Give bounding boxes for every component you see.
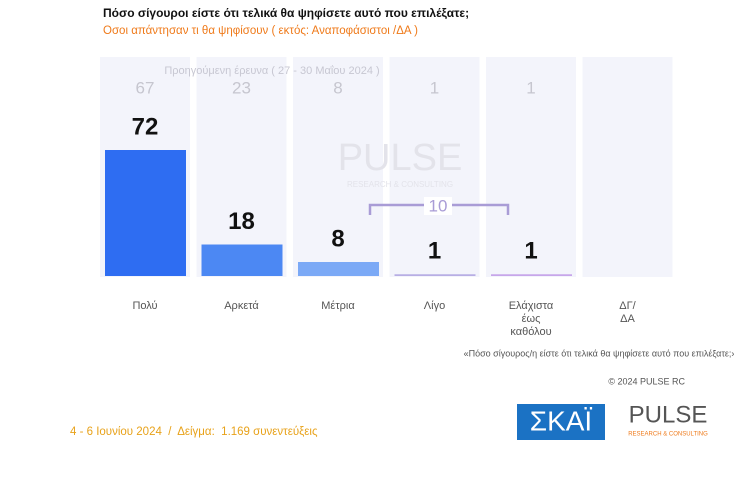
column-panel bbox=[486, 57, 576, 277]
x-tick-label: Πολύ bbox=[132, 300, 158, 312]
copyright: © 2024 PULSE RC bbox=[608, 376, 685, 386]
previous-value: 67 bbox=[136, 78, 155, 97]
value-label: 1 bbox=[428, 238, 441, 265]
bar bbox=[298, 262, 379, 276]
subtitle: Οσοι απάντησαν τι θα ψηφίσουν ( εκτός: Α… bbox=[103, 25, 418, 37]
question-note: «Πόσο σίγουρος/η είστε ότι τελικά θα ψηφ… bbox=[464, 348, 734, 358]
previous-value: 1 bbox=[526, 78, 535, 97]
x-tick-label: Ελάχιστα έως καθόλου bbox=[508, 300, 554, 338]
x-tick-label: Αρκετά bbox=[224, 300, 259, 312]
bar bbox=[491, 274, 572, 276]
title: Πόσο σίγουροι είστε ότι τελικά θα ψηφίσε… bbox=[103, 6, 470, 20]
value-label: 18 bbox=[228, 208, 255, 235]
annotation: 10 bbox=[429, 196, 448, 215]
x-tick-label: Λίγο bbox=[423, 300, 446, 312]
x-tick-label: ΔΓ/ ΔΑ bbox=[619, 300, 636, 325]
bar bbox=[394, 274, 476, 276]
logo-right: PULSE bbox=[629, 401, 708, 428]
footer: 4 - 6 Ιουνίου 2024 / Δείγμα: 1.169 συνεν… bbox=[70, 426, 318, 438]
x-tick-label: Μέτρια bbox=[321, 300, 355, 312]
bracket-bg bbox=[424, 197, 452, 215]
bar bbox=[105, 150, 186, 276]
logo-left-bg bbox=[517, 404, 605, 440]
previous-value: 23 bbox=[232, 78, 251, 97]
logo-right-sub: RESEARCH & CONSULTING bbox=[628, 432, 708, 438]
column-panel bbox=[389, 57, 480, 277]
previous-value: 1 bbox=[430, 78, 439, 97]
column-panel bbox=[293, 57, 383, 277]
value-label: 72 bbox=[132, 113, 159, 140]
value-label: 8 bbox=[331, 225, 344, 252]
previous-value: 8 bbox=[333, 78, 342, 97]
column-panel bbox=[196, 57, 287, 277]
bar bbox=[201, 244, 283, 276]
value-label: 1 bbox=[524, 238, 537, 265]
watermark: PULSE bbox=[338, 137, 463, 179]
previous-label: Προηγούμενη έρευνα ( 27 - 30 Μαΐου 2024 … bbox=[164, 65, 379, 77]
watermark-sub: RESEARCH & CONSULTING bbox=[347, 180, 453, 189]
column-panel bbox=[582, 57, 673, 277]
logo-left: ΣΚΑΪ bbox=[530, 405, 593, 436]
